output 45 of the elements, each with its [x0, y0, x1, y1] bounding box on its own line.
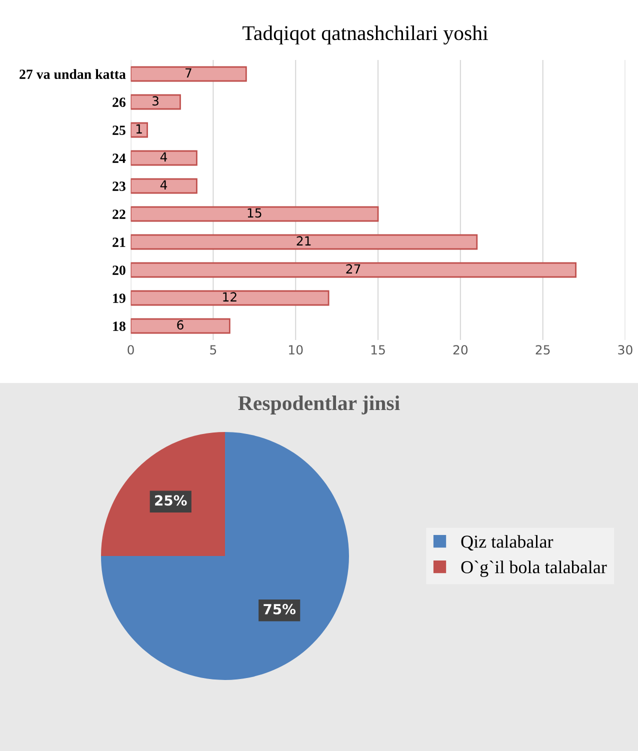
bar: [130, 178, 198, 194]
data-label: 7: [186, 68, 192, 78]
x-tick-label: 0: [128, 345, 134, 355]
y-tick-label: 22: [112, 210, 126, 219]
y-tick-label: 18: [113, 322, 126, 331]
chart-title: Tadqiqot qatnashchilari yoshi: [242, 26, 488, 44]
data-label: 21: [296, 236, 311, 246]
bar: [130, 66, 247, 82]
x-tick-label: 10: [289, 345, 303, 355]
y-tick-label: 25: [112, 126, 126, 135]
x-tick-label: 5: [210, 345, 216, 355]
data-label: 27: [346, 264, 360, 274]
legend-label: Qiz talabalar: [461, 535, 554, 551]
bar: [130, 122, 148, 138]
x-tick-label: 20: [453, 345, 468, 355]
pie-slice: [101, 432, 349, 680]
data-label: 75%: [264, 604, 296, 614]
x-tick-label: 30: [618, 345, 632, 355]
y-tick-label: 26: [112, 98, 126, 107]
data-label: 3: [152, 96, 158, 106]
bar: [130, 94, 181, 110]
data-label: 6: [177, 320, 184, 330]
data-label: 4: [160, 152, 168, 162]
bar: [130, 206, 379, 222]
bar: [130, 262, 576, 278]
pie-slice: [101, 432, 225, 556]
y-tick-label: 27 va undan katta: [20, 69, 126, 79]
data-label: 25%: [155, 495, 187, 506]
y-tick-label: 23: [112, 182, 126, 191]
x-tick-label: 15: [371, 345, 385, 355]
data-label: 15: [248, 208, 262, 218]
legend-label: O`g`il bola talabalar: [461, 560, 607, 578]
data-label: 4: [160, 180, 168, 190]
y-tick-label: 20: [112, 266, 126, 275]
x-tick-label: 25: [536, 345, 550, 355]
bar: [130, 150, 198, 166]
data-label: 1: [136, 124, 142, 134]
y-tick-label: 19: [113, 294, 126, 303]
bar: [130, 290, 330, 306]
y-tick-label: 21: [112, 238, 126, 247]
bar: [130, 318, 230, 334]
y-tick-label: 24: [112, 154, 126, 163]
bar: [130, 234, 478, 250]
chart-title: Respodentlar jinsi: [238, 396, 400, 414]
data-label: 12: [223, 292, 236, 302]
